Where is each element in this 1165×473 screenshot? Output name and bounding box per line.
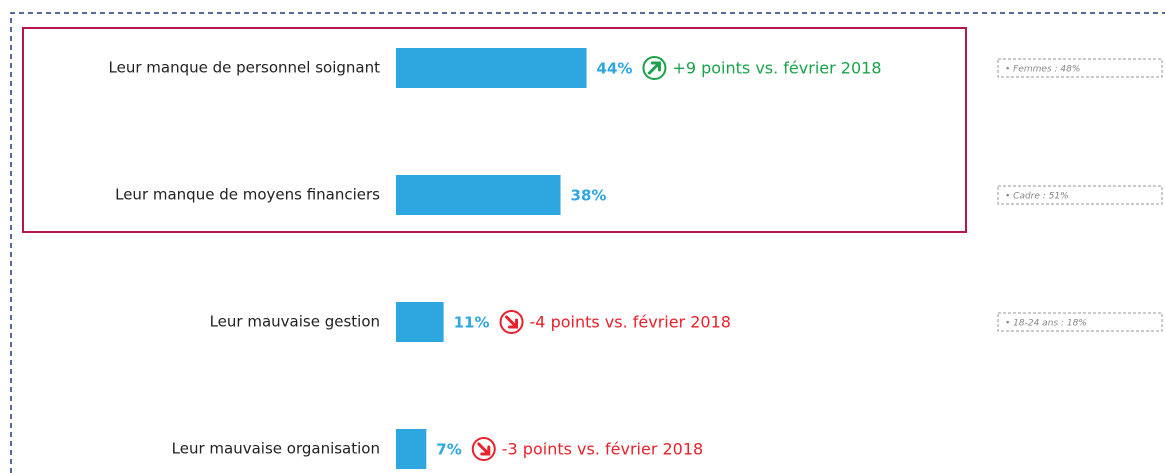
side-note-box [997,58,1163,78]
trend-arrow [477,442,491,456]
highlight-box [22,27,967,233]
frame-border [10,12,1165,473]
change-annotation: +9 points vs. février 2018 [672,59,881,78]
change-annotation: -3 points vs. février 2018 [502,440,703,459]
side-note-box [997,185,1163,205]
side-note: • 18-24 ans : 18% [1005,319,1087,329]
category-label: Leur manque de moyens financiers [115,186,380,204]
value-label: 11% [454,314,490,332]
bar [396,48,587,88]
change-annotation: -4 points vs. février 2018 [530,313,731,332]
bar [396,429,427,469]
bar [396,302,444,342]
side-note: • Cadre : 51% [1005,192,1069,202]
side-note: • Femmes : 48% [1005,65,1080,75]
value-label: 7% [436,441,461,459]
side-note-box [997,312,1163,332]
trend-arrow [647,61,661,75]
category-label: Leur mauvaise gestion [210,313,380,331]
category-label: Leur mauvaise organisation [172,440,380,458]
category-label: Leur manque de personnel soignant [109,59,381,77]
trend-arrow [505,315,519,329]
value-label: 38% [571,187,607,205]
bar [396,175,561,215]
value-label: 44% [597,60,633,78]
